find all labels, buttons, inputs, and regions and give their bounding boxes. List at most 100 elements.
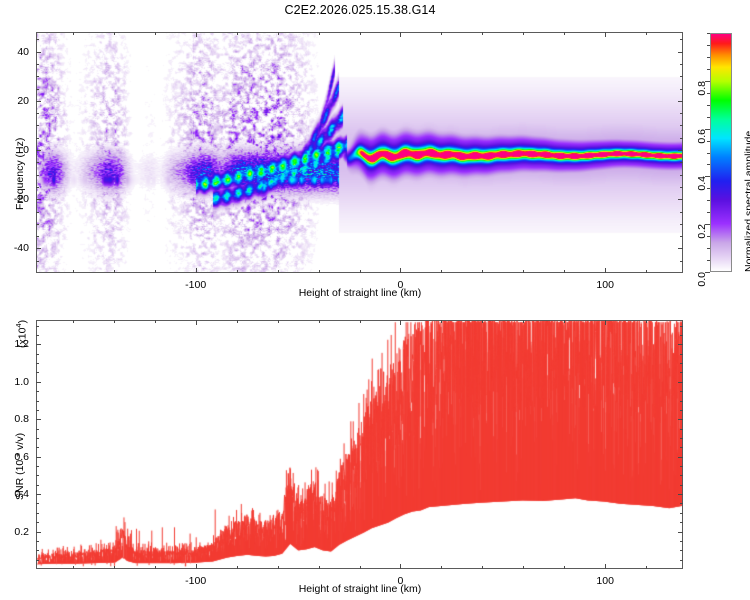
y-tick-major: [36, 344, 41, 346]
y-tick-right: [678, 344, 683, 346]
colorbar-tick: [705, 80, 710, 82]
y-tick-minor: [36, 223, 39, 225]
colorbar-tick-minor: [707, 260, 710, 262]
y-tick-major: [36, 381, 41, 383]
x-tick-minor: [359, 270, 361, 273]
x-tick-minor-top: [564, 320, 566, 323]
x-tick-top: [400, 32, 402, 37]
y-tick-right: [678, 150, 683, 152]
x-tick-minor: [359, 566, 361, 569]
x-tick-major: [400, 564, 402, 569]
x-tick-minor-top: [72, 32, 74, 35]
x-tick-minor-top: [441, 320, 443, 323]
y-tick-minor: [36, 39, 39, 41]
y-tick-major: [36, 494, 41, 496]
x-tick-minor-top: [154, 320, 156, 323]
colorbar-tick-minor: [707, 56, 710, 58]
x-tick-top: [400, 320, 402, 325]
y-tick-minor-right: [680, 113, 683, 115]
y-tick-right: [678, 531, 683, 533]
x-tick-minor-top: [236, 32, 238, 35]
x-tick-minor-top: [72, 320, 74, 323]
y-tick-label: -20: [13, 193, 29, 206]
y-tick-minor-right: [680, 137, 683, 139]
x-tick-minor: [277, 566, 279, 569]
y-tick-minor-right: [680, 125, 683, 127]
y-tick-minor-right: [680, 236, 683, 238]
y-tick-major: [36, 150, 41, 152]
colorbar-gradient: [711, 34, 731, 271]
x-tick-label: 100: [596, 279, 614, 291]
x-tick-minor-top: [564, 32, 566, 35]
colorbar-tick-minor: [707, 164, 710, 166]
y-tick-minor-right: [680, 466, 683, 468]
y-tick-label: 0: [23, 144, 29, 157]
y-tick-right: [678, 419, 683, 421]
colorbar-tick-minor: [707, 33, 710, 34]
colorbar-tick-minor: [707, 68, 710, 70]
y-tick-minor: [36, 475, 39, 477]
x-tick-top: [605, 32, 607, 37]
x-tick-label: -100: [185, 575, 207, 587]
x-tick-minor: [441, 566, 443, 569]
colorbar-tick-minor: [707, 92, 710, 94]
x-tick-minor: [236, 270, 238, 273]
y-tick-minor: [36, 550, 39, 552]
colorbar-tick: [705, 128, 710, 130]
x-tick-minor-top: [113, 32, 115, 35]
x-tick-minor: [113, 270, 115, 273]
x-tick-minor: [482, 566, 484, 569]
y-tick-minor: [36, 137, 39, 139]
spectrogram-image: [37, 33, 682, 272]
y-tick-minor-right: [680, 550, 683, 552]
y-tick-minor: [36, 325, 39, 327]
x-tick-minor: [646, 270, 648, 273]
y-tick-minor: [36, 125, 39, 127]
y-tick-minor-right: [680, 325, 683, 327]
y-tick-label: 1.2: [14, 338, 29, 351]
x-tick-label: 0: [397, 279, 404, 291]
y-tick-major: [36, 419, 41, 421]
x-tick-minor: [523, 566, 525, 569]
y-tick-label: 0.2: [14, 525, 29, 538]
snr-trace-line: [37, 321, 682, 568]
y-tick-minor: [36, 88, 39, 90]
x-tick-label: -100: [185, 279, 207, 291]
x-tick-minor-top: [441, 32, 443, 35]
colorbar-tick-minor: [707, 104, 710, 106]
y-tick-label: 20: [17, 94, 29, 107]
y-tick-minor: [36, 76, 39, 78]
y-tick-label: 1.0: [14, 375, 29, 388]
x-tick-minor-top: [646, 320, 648, 323]
x-tick-minor: [154, 270, 156, 273]
y-tick-minor-right: [680, 512, 683, 514]
x-tick-minor-top: [113, 320, 115, 323]
x-tick-minor-top: [482, 320, 484, 323]
y-tick-minor: [36, 63, 39, 65]
y-tick-minor-right: [680, 559, 683, 561]
x-tick-minor-top: [236, 320, 238, 323]
y-tick-right: [678, 100, 683, 102]
y-tick-minor-right: [680, 409, 683, 411]
y-tick-minor-right: [680, 63, 683, 65]
y-tick-right: [678, 248, 683, 250]
y-tick-minor-right: [680, 186, 683, 188]
y-tick-minor-right: [680, 475, 683, 477]
x-tick-minor-top: [359, 320, 361, 323]
y-tick-minor: [36, 503, 39, 505]
colorbar-tick-minor: [707, 116, 710, 118]
x-tick-minor: [113, 566, 115, 569]
y-tick-major: [36, 100, 41, 102]
y-tick-minor-right: [680, 211, 683, 213]
y-tick-minor-right: [680, 260, 683, 262]
x-tick-minor: [482, 270, 484, 273]
x-tick-minor: [236, 566, 238, 569]
x-tick-minor-top: [154, 32, 156, 35]
y-tick-right: [678, 51, 683, 53]
y-tick-minor-right: [680, 522, 683, 524]
y-tick-label: -40: [13, 242, 29, 255]
spectrogram-y-axis-label: Frequency (Hz): [14, 137, 26, 210]
x-tick-minor: [318, 566, 320, 569]
y-tick-label: 0.6: [14, 450, 29, 463]
